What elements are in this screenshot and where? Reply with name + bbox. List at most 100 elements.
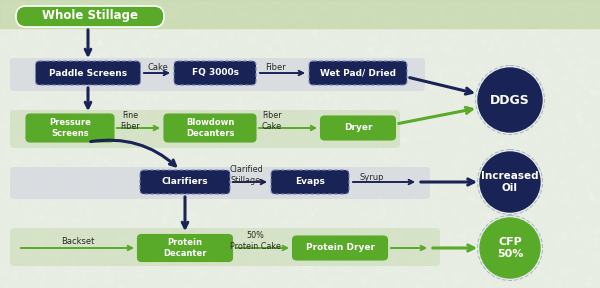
Point <box>64 175 73 180</box>
Point <box>405 208 415 213</box>
Point <box>173 91 182 96</box>
Point <box>72 34 82 39</box>
Text: Protein Dryer: Protein Dryer <box>305 243 374 253</box>
Point <box>332 96 341 101</box>
Point <box>522 22 532 27</box>
Point <box>26 161 36 166</box>
Point <box>72 56 82 61</box>
Point <box>43 77 53 82</box>
Point <box>347 130 356 134</box>
Point <box>79 122 88 127</box>
Point <box>467 95 477 99</box>
Point <box>10 10 20 14</box>
Point <box>31 218 41 223</box>
Point <box>344 145 354 149</box>
Point <box>365 204 374 209</box>
Point <box>80 235 89 240</box>
Point <box>529 274 539 278</box>
Point <box>286 232 295 236</box>
Point <box>517 190 526 195</box>
Point <box>79 19 89 23</box>
Point <box>346 246 355 251</box>
Point <box>583 220 592 225</box>
Point <box>552 48 562 53</box>
Point <box>252 142 262 146</box>
Point <box>565 35 575 40</box>
Point <box>177 166 187 171</box>
Point <box>334 27 344 32</box>
Point <box>575 2 585 6</box>
Point <box>100 56 109 60</box>
Point <box>245 230 255 234</box>
Point <box>392 250 402 254</box>
Point <box>247 237 256 241</box>
Point <box>262 108 272 113</box>
Point <box>502 282 511 287</box>
Point <box>71 97 81 101</box>
Point <box>192 230 202 234</box>
Point <box>187 222 196 226</box>
Point <box>464 249 474 254</box>
Point <box>190 236 199 240</box>
Point <box>375 194 385 199</box>
Point <box>385 205 395 209</box>
Point <box>122 172 131 176</box>
Point <box>83 280 93 285</box>
Point <box>65 256 75 260</box>
Point <box>284 189 293 194</box>
Point <box>85 207 94 212</box>
Point <box>167 43 176 47</box>
Point <box>245 106 255 111</box>
Point <box>396 173 406 178</box>
Point <box>36 251 46 256</box>
Point <box>478 89 487 94</box>
Point <box>90 162 100 167</box>
Point <box>305 18 315 22</box>
Point <box>156 76 166 81</box>
Point <box>544 83 554 88</box>
Point <box>22 178 31 183</box>
Point <box>367 234 377 238</box>
Point <box>424 225 433 230</box>
Point <box>293 194 303 199</box>
Point <box>137 32 147 36</box>
Point <box>292 91 302 96</box>
Point <box>233 141 243 146</box>
Point <box>130 162 140 166</box>
Point <box>461 232 470 237</box>
Point <box>194 205 204 209</box>
Point <box>396 143 406 148</box>
Point <box>268 109 278 114</box>
Point <box>195 230 205 234</box>
Point <box>178 173 188 177</box>
Point <box>83 217 93 222</box>
Point <box>244 260 253 265</box>
Point <box>513 235 523 239</box>
Point <box>159 149 169 154</box>
Point <box>521 70 531 74</box>
Point <box>140 9 150 14</box>
Point <box>589 144 599 149</box>
Point <box>182 120 192 124</box>
Point <box>221 58 231 62</box>
Point <box>557 197 566 202</box>
Point <box>196 273 206 278</box>
Point <box>302 170 311 175</box>
Point <box>98 157 108 162</box>
Point <box>160 219 169 224</box>
Point <box>37 198 46 202</box>
Point <box>95 39 105 43</box>
Point <box>395 14 404 19</box>
Point <box>395 263 405 268</box>
Point <box>385 185 395 189</box>
Point <box>523 67 533 72</box>
Point <box>417 12 427 16</box>
Point <box>98 220 107 225</box>
Point <box>238 35 247 40</box>
Point <box>217 73 226 78</box>
Point <box>492 205 502 209</box>
Point <box>188 259 198 264</box>
Point <box>100 51 109 56</box>
Point <box>107 138 116 143</box>
Point <box>386 49 396 54</box>
